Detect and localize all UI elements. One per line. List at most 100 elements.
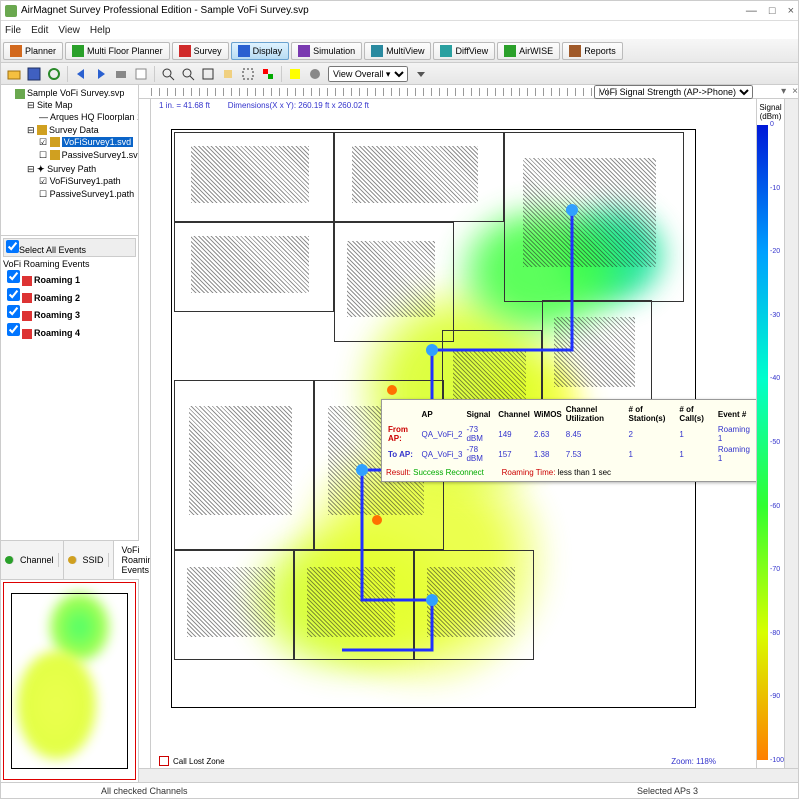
mode-diffview[interactable]: DiffView [433,42,495,60]
tree-sitemap[interactable]: Site Map [37,100,73,110]
ruler-top: VoFi Signal Strength (AP->Phone) ▾ × [139,85,798,99]
scale-text: 1 in. = 41.68 ft [159,101,210,110]
roaming-time-value: less than 1 sec [558,468,611,477]
arrow-left-icon[interactable] [74,67,88,81]
legend-gradient [757,125,768,760]
minimize-button[interactable]: — [746,5,757,17]
print-icon[interactable] [114,67,128,81]
ruler-ticks [151,88,618,96]
view-overall-select[interactable]: View Overall ▾ [328,66,408,82]
result-label: Result: [386,468,411,477]
zoom-label: Zoom: 118% [671,757,716,766]
room-outline [504,132,684,302]
tree-path-1[interactable]: PassiveSurvey1.path [50,189,135,199]
save-icon[interactable] [27,67,41,81]
roaming-event-item[interactable]: Roaming 1 [7,269,136,287]
mode-simulation[interactable]: Simulation [291,42,362,60]
mode-multiview[interactable]: MultiView [364,42,431,60]
panel-close-icon[interactable]: × [792,86,798,97]
separator [281,66,282,82]
legend-unit: (dBm) [760,112,782,121]
flag-icon [22,311,32,321]
roaming-checkbox-3[interactable] [7,323,20,336]
menubar: File Edit View Help [1,21,798,39]
refresh-icon[interactable] [47,67,61,81]
chevron-icon[interactable] [414,67,428,81]
zoom-in-icon[interactable] [161,67,175,81]
window-title: AirMagnet Survey Professional Edition - … [21,5,309,16]
room-outline [334,132,504,222]
roaming-event-item[interactable]: Roaming 4 [7,322,136,340]
tree-floorplan[interactable]: Arques HQ Floorplan 1.dwg [50,112,138,122]
separator [154,66,155,82]
roaming-tooltip: APSignalChannelWiMOSChannel Utilization#… [381,399,756,482]
status-left: All checked Channels [101,786,188,796]
left-tabs: Channel SSID VoFi Roaming Events [1,540,138,579]
legend-title: Signal [759,103,781,112]
scrollbar-vertical[interactable] [784,99,798,768]
floorplan-canvas[interactable]: 1 in. = 41.68 ft Dimensions(X x Y): 260.… [151,99,756,768]
flag-icon [22,293,32,303]
flag-icon [22,276,32,286]
room-outline [542,300,652,410]
gear-icon[interactable] [308,67,322,81]
mode-display[interactable]: Display [231,42,290,60]
tree-root[interactable]: Sample VoFi Survey.svp [27,88,124,98]
mode-toolbar: PlannerMulti Floor PlannerSurveyDisplayS… [1,39,798,63]
tree-survey-item-0[interactable]: VoFiSurvey1.svd [62,137,134,147]
room-outline [414,550,534,660]
mode-reports[interactable]: Reports [562,42,623,60]
room-outline [174,132,334,222]
roaming-event-item[interactable]: Roaming 3 [7,304,136,322]
separator [67,66,68,82]
select-all-events-checkbox[interactable] [6,240,19,253]
tree-surveypath[interactable]: Survey Path [47,164,96,174]
fit-icon[interactable] [201,67,215,81]
room-outline [294,550,414,660]
arrow-right-icon[interactable] [94,67,108,81]
dimensions-text: Dimensions(X x Y): 260.19 ft x 260.02 ft [228,101,369,110]
mode-planner[interactable]: Planner [3,42,63,60]
tree-surveydata[interactable]: Survey Data [49,125,99,135]
roaming-checkbox-2[interactable] [7,305,20,318]
tab-channel[interactable]: Channel [1,541,64,579]
mode-survey[interactable]: Survey [172,42,229,60]
maximize-button[interactable]: □ [769,5,776,17]
hand-icon[interactable] [221,67,235,81]
open-icon[interactable] [7,67,21,81]
mode-multi-floor-planner[interactable]: Multi Floor Planner [65,42,170,60]
zoom-out-icon[interactable] [181,67,195,81]
scrollbar-horizontal[interactable] [139,768,798,782]
marquee-icon[interactable] [241,67,255,81]
room-outline [174,222,334,312]
close-button[interactable]: × [788,5,794,17]
center-panel: VoFi Signal Strength (AP->Phone) ▾ × 1 i… [139,85,798,782]
roaming-checkbox-0[interactable] [7,270,20,283]
select-all-events-label: Select All Events [19,245,86,255]
titlebar: AirMagnet Survey Professional Edition - … [1,1,798,21]
call-lost-icon [159,756,169,766]
statusbar: All checked Channels Selected APs 3 [1,782,798,798]
ruler-left [139,99,151,768]
cal-icon[interactable] [134,67,148,81]
signal-legend: Signal (dBm) 0-10-20-30-40-50-60-70-80-9… [756,99,784,768]
tab-ssid[interactable]: SSID [64,541,114,579]
menu-help[interactable]: Help [90,25,111,36]
status-right: Selected APs 3 [637,786,698,796]
project-tree[interactable]: Sample VoFi Survey.svp ⊟ Site Map — Arqu… [1,85,138,235]
roaming-checkbox-1[interactable] [7,288,20,301]
menu-edit[interactable]: Edit [31,25,48,36]
events-group-label[interactable]: VoFi Roaming Events [3,259,136,269]
mode-airwise[interactable]: AirWISE [497,42,560,60]
tree-path-0[interactable]: VoFiSurvey1.path [50,176,121,186]
menu-view[interactable]: View [58,25,80,36]
tree-survey-item-1[interactable]: PassiveSurvey1.svdx [62,150,138,160]
menu-file[interactable]: File [5,25,21,36]
roaming-time-label: Roaming Time: [502,468,556,477]
legend-icon[interactable] [288,67,302,81]
colorpick-icon[interactable] [261,67,275,81]
roaming-event-item[interactable]: Roaming 2 [7,287,136,305]
pin-icon[interactable]: ▾ [781,86,786,97]
minimap[interactable] [1,579,138,782]
events-pane: Select All Events VoFi Roaming Events Ro… [1,235,138,342]
